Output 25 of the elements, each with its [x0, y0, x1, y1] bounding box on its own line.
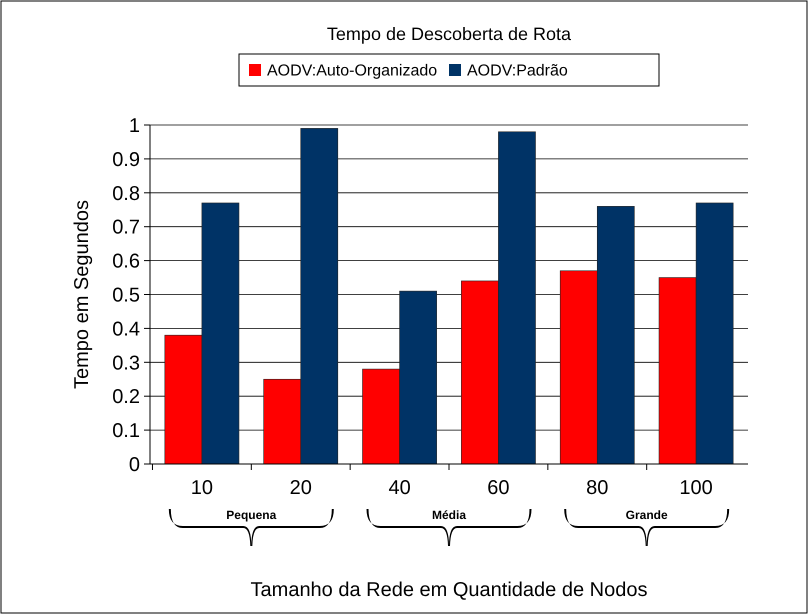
- y-tick-label: 0.2: [112, 386, 140, 408]
- y-axis-title: Tempo em Segundos: [71, 200, 93, 390]
- y-tick-label: 0.9: [112, 148, 140, 171]
- y-tick-label: 0.4: [112, 318, 140, 340]
- text: Grande: [626, 508, 668, 522]
- x-tick-label: 40: [388, 477, 411, 499]
- y-tick-label: 1: [128, 115, 140, 137]
- legend-label: AODV:Padrão: [467, 62, 568, 80]
- chart-title: Tempo de Descoberta de Rota: [326, 24, 572, 44]
- y-tick-label: 0.3: [112, 352, 140, 374]
- x-axis-title: Tamanho da Rede em Quantidade de Nodos: [250, 579, 648, 601]
- y-tick-label: 0.1: [112, 420, 140, 442]
- y-tick-label: 0.6: [112, 250, 140, 273]
- y-tick-label: 0: [128, 454, 140, 476]
- x-tick-label: 60: [487, 477, 510, 499]
- y-tick-label: 0.5: [112, 284, 140, 306]
- y-tick-label: 0.7: [112, 216, 140, 239]
- y-tick-label: 0.8: [112, 182, 140, 205]
- x-tick-label: 20: [290, 477, 312, 499]
- legend-label: AODV:Auto-Organizado: [267, 62, 438, 80]
- x-tick-label: 80: [586, 477, 608, 499]
- x-tick-label: 100: [679, 477, 713, 499]
- x-tick-label: 10: [190, 477, 214, 499]
- text: Média: [432, 508, 466, 522]
- text: Pequena: [226, 508, 277, 522]
